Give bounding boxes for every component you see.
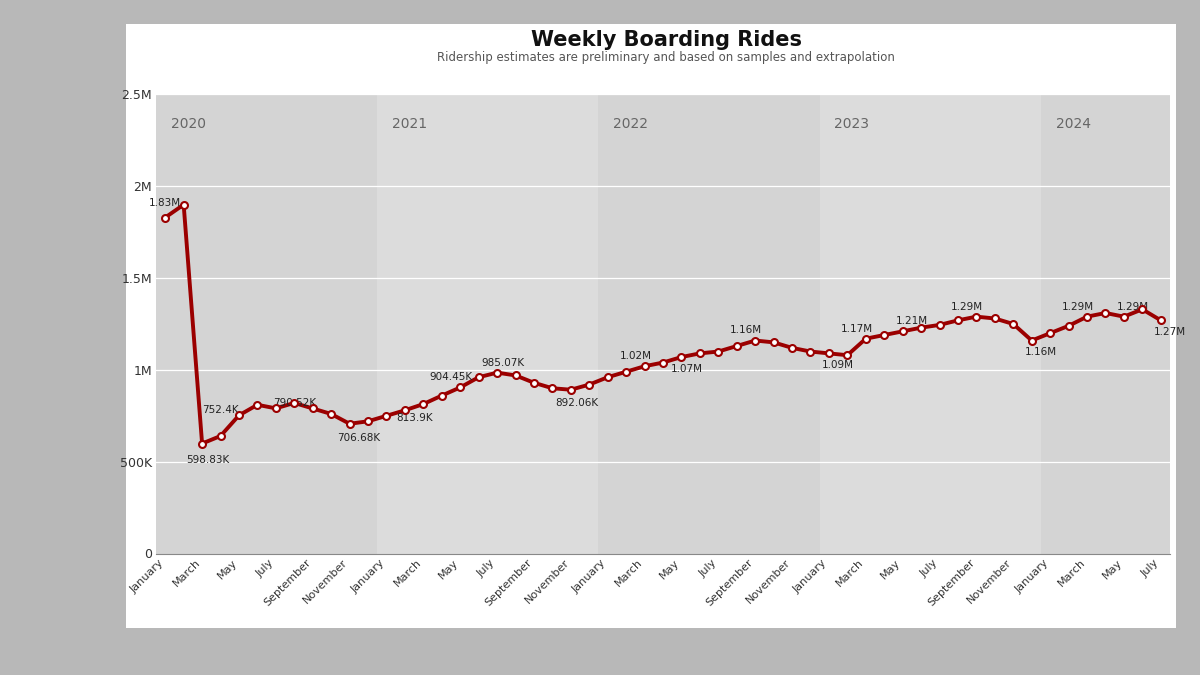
Bar <box>156 95 377 554</box>
Text: 1.02M: 1.02M <box>619 351 652 361</box>
Bar <box>599 95 820 554</box>
Text: 2023: 2023 <box>834 117 870 130</box>
Text: 1.29M: 1.29M <box>1117 302 1150 312</box>
Text: 1.29M: 1.29M <box>952 302 983 312</box>
Bar <box>377 95 599 554</box>
Text: 706.68K: 706.68K <box>337 433 380 443</box>
Text: 892.06K: 892.06K <box>554 398 598 408</box>
Text: 904.45K: 904.45K <box>430 373 473 382</box>
Text: 752.4K: 752.4K <box>203 405 239 415</box>
Text: 2024: 2024 <box>1056 117 1091 130</box>
Text: 2022: 2022 <box>613 117 648 130</box>
Text: 985.07K: 985.07K <box>481 358 524 368</box>
Text: 1.17M: 1.17M <box>840 323 872 333</box>
Text: 1.29M: 1.29M <box>1062 302 1094 312</box>
Bar <box>1040 95 1188 554</box>
Text: 1.09M: 1.09M <box>822 360 854 371</box>
Text: Weekly Boarding Rides: Weekly Boarding Rides <box>530 30 802 51</box>
Text: 1.83M: 1.83M <box>149 198 181 208</box>
Text: 2021: 2021 <box>392 117 427 130</box>
Text: 1.16M: 1.16M <box>730 325 762 335</box>
Text: 2020: 2020 <box>170 117 205 130</box>
Text: 813.9K: 813.9K <box>396 413 432 423</box>
Text: 1.21M: 1.21M <box>896 317 928 326</box>
Text: 790.52K: 790.52K <box>272 398 316 408</box>
Text: 598.83K: 598.83K <box>186 455 229 465</box>
Text: 1.16M: 1.16M <box>1025 348 1057 358</box>
Text: 1.07M: 1.07M <box>671 364 703 374</box>
Bar <box>820 95 1040 554</box>
Text: 1.27M: 1.27M <box>1154 327 1186 338</box>
Text: Ridership estimates are preliminary and based on samples and extrapolation: Ridership estimates are preliminary and … <box>437 51 895 63</box>
